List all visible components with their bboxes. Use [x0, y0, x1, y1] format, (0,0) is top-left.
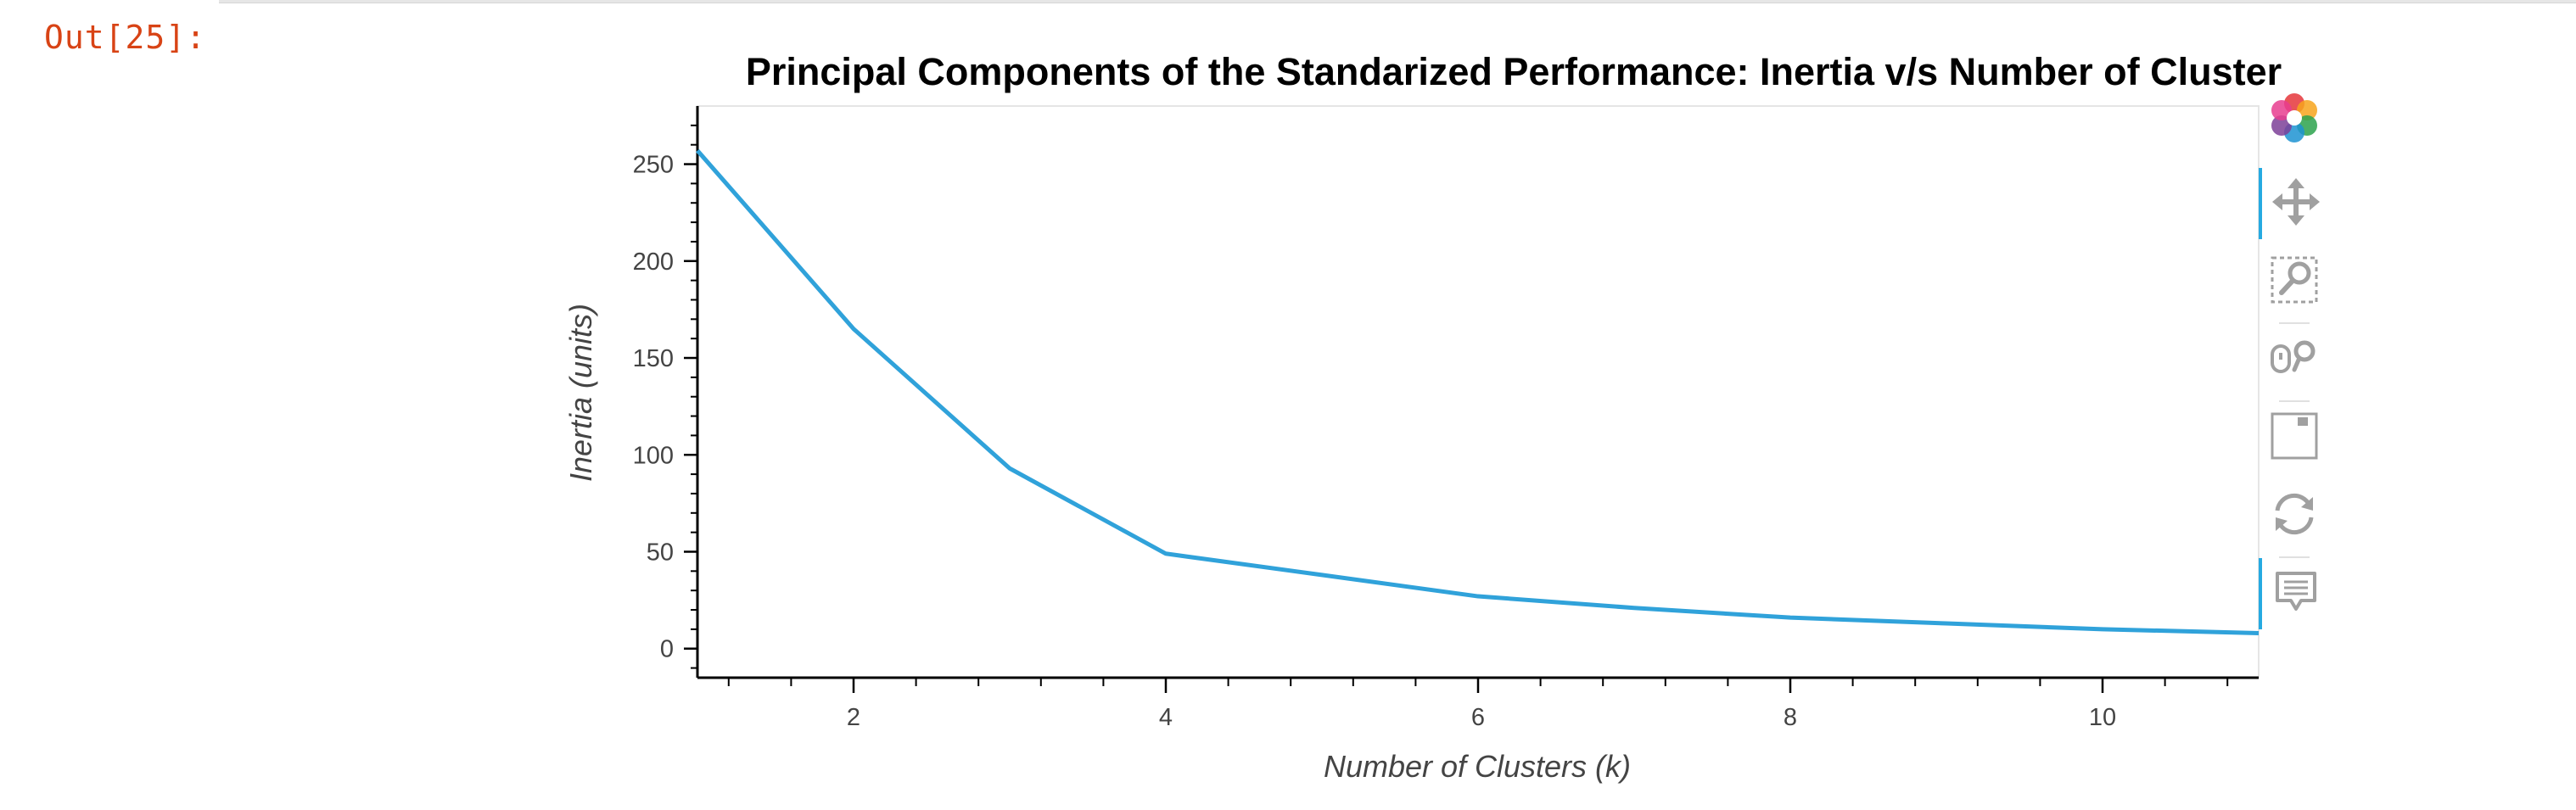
plot-toolbar — [2259, 93, 2330, 638]
x-tick-label: 6 — [1471, 704, 1485, 731]
y-tick-label: 50 — [647, 539, 674, 566]
reset-icon — [2269, 489, 2320, 543]
plot-frame — [697, 105, 2260, 679]
toolbar-divider — [2279, 322, 2310, 324]
hover-icon — [2271, 567, 2321, 621]
pan-tool-button[interactable] — [2259, 168, 2330, 239]
wheel-zoom-tool-button[interactable] — [2259, 324, 2330, 395]
cell-top-border — [219, 0, 2576, 3]
chart-title: Principal Components of the Standarized … — [746, 50, 2282, 93]
series-line[interactable] — [696, 148, 2260, 635]
x-axis: 2 4 6 8 10 — [697, 676, 2259, 731]
y-tick-label: 100 — [633, 442, 674, 469]
y-tick-label: 0 — [660, 636, 674, 663]
x-tick-label: 8 — [1784, 704, 1797, 731]
reset-tool-button[interactable] — [2259, 480, 2330, 551]
x-axis-label: Number of Clusters (k) — [1324, 749, 1631, 784]
series-layer[interactable] — [696, 148, 2260, 635]
y-tick-label: 200 — [633, 249, 674, 276]
save-icon — [2269, 411, 2320, 465]
save-tool-button[interactable] — [2259, 402, 2330, 473]
x-tick-label: 10 — [2089, 704, 2116, 731]
y-axis: 0 50 100 150 200 250 — [633, 106, 699, 678]
box-zoom-tool-button[interactable] — [2259, 246, 2330, 317]
x-tick-label: 4 — [1159, 704, 1173, 731]
hover-tool-button[interactable] — [2259, 558, 2330, 629]
y-tick-label: 150 — [633, 345, 674, 372]
y-axis-label: Inertia (units) — [563, 304, 598, 482]
y-tick-label: 250 — [633, 152, 674, 179]
pan-icon — [2271, 176, 2321, 231]
toolbar-divider — [2279, 556, 2310, 558]
x-tick-label: 2 — [847, 704, 860, 731]
box-zoom-icon — [2269, 254, 2320, 309]
wheel-zoom-icon — [2269, 332, 2320, 387]
bokeh-logo-icon[interactable] — [2259, 82, 2330, 154]
output-prompt: Out[25]: — [44, 19, 207, 56]
toolbar-divider — [2279, 400, 2310, 402]
